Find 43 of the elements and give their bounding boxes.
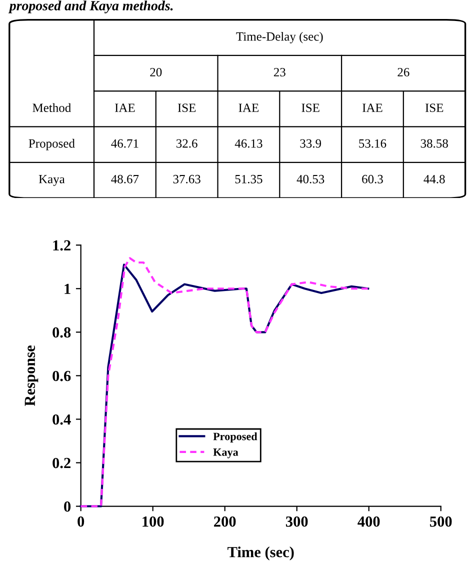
text: 53.16 — [359, 139, 386, 148]
x-axis-title: Time (sec) — [228, 546, 294, 560]
category-label: ISE — [425, 104, 444, 112]
text: 23 — [274, 68, 286, 76]
text: 40.53 — [296, 174, 324, 184]
text: 37.63 — [173, 174, 200, 184]
x-tick-label: 100 — [142, 516, 164, 527]
category-label: Proposed — [28, 138, 75, 150]
category-label: IAE — [362, 104, 382, 112]
text: 51.35 — [235, 174, 262, 184]
text: 33.9 — [300, 139, 322, 148]
y-tick-label: 0.8 — [52, 327, 71, 338]
legend-label: Proposed — [213, 432, 258, 442]
category-label: IAE — [238, 104, 258, 112]
y-tick-label: 0.2 — [52, 458, 70, 468]
x-tick-label: 500 — [430, 516, 452, 527]
category-label: IAE — [114, 104, 135, 112]
y-tick-label: 0 — [64, 501, 71, 512]
text: 46.71 — [111, 139, 138, 148]
category-label: Kaya — [38, 174, 65, 186]
x-tick-label: 400 — [358, 516, 380, 527]
x-tick-label: 300 — [286, 516, 308, 527]
text: 48.67 — [111, 174, 139, 184]
text: 44.8 — [424, 174, 445, 184]
category-label: ISE — [302, 104, 320, 112]
y-tick-label: 0.4 — [52, 414, 71, 425]
legend-label: Kaya — [213, 448, 238, 458]
y-tick-label: 0.6 — [52, 370, 71, 382]
y-tick-label: 1 — [64, 284, 70, 294]
text: 60.3 — [362, 174, 383, 184]
text: proposed and Kaya methods. — [8, 0, 173, 14]
text: Time-Delay (sec) — [236, 32, 323, 44]
text: Method — [32, 103, 71, 112]
text: 46.13 — [234, 139, 262, 148]
category-label: ISE — [178, 104, 196, 112]
x-tick-label: 200 — [214, 516, 236, 527]
text: 20 — [150, 68, 162, 76]
text: 26 — [398, 68, 410, 76]
y-axis-title: Response — [24, 346, 38, 406]
text: 32.6 — [176, 139, 198, 148]
text: 38.58 — [420, 139, 448, 148]
x-tick-label: 0 — [78, 516, 84, 527]
y-tick-label: 1.2 — [53, 240, 70, 251]
